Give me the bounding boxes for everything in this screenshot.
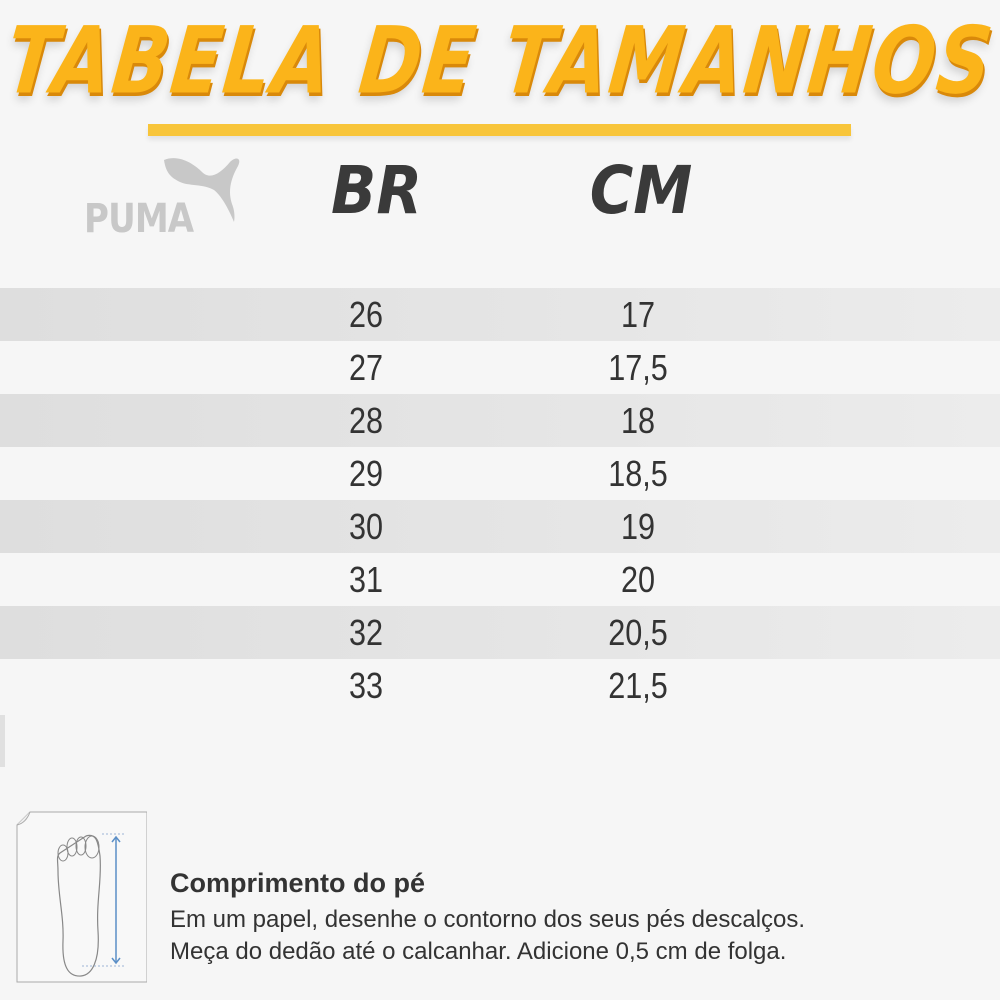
table-row: 31 20: [0, 553, 1000, 606]
cm-length: 17: [620, 294, 656, 335]
header-br: BR: [331, 152, 423, 229]
br-size: 31: [348, 559, 384, 600]
header-cm: CM: [589, 152, 693, 229]
br-size: 28: [348, 400, 384, 441]
cm-length: 19: [620, 506, 656, 547]
puma-cat-icon: [164, 158, 240, 222]
cm-length: 17,5: [608, 347, 668, 388]
page-title: TABELA DE TAMANHOS: [1, 7, 999, 115]
cm-length: 18,5: [608, 453, 668, 494]
brand-name: PUMA: [84, 196, 194, 242]
table-row: 29 18,5: [0, 447, 1000, 500]
cm-length: 20,5: [608, 612, 668, 653]
cm-length: 20: [620, 559, 656, 600]
table-row: 26 17: [0, 288, 1000, 341]
br-size: 30: [348, 506, 384, 547]
footer-instruction-1: Em um papel, desenhe o contorno dos seus…: [170, 906, 806, 933]
br-size: 29: [348, 453, 384, 494]
decorative-bar: [0, 715, 5, 767]
title-underline: [148, 124, 851, 136]
cm-length: 18: [620, 400, 656, 441]
table-row: 28 18: [0, 394, 1000, 447]
table-row: 30 19: [0, 500, 1000, 553]
brand-logo: PUMA: [84, 152, 244, 242]
br-size: 32: [348, 612, 384, 653]
br-size: 26: [348, 294, 384, 335]
table-row: 32 20,5: [0, 606, 1000, 659]
foot-measure-icon: [16, 811, 148, 983]
table-row: 27 17,5: [0, 341, 1000, 394]
br-size: 27: [348, 347, 384, 388]
cm-length: 21,5: [608, 665, 668, 706]
footer-instruction-2: Meça do dedão até o calcanhar. Adicione …: [170, 938, 787, 965]
table-row: 33 21,5: [0, 659, 1000, 712]
foot-illustration: [16, 811, 148, 983]
br-size: 33: [348, 665, 384, 706]
footer-title: Comprimento do pé: [170, 868, 425, 898]
